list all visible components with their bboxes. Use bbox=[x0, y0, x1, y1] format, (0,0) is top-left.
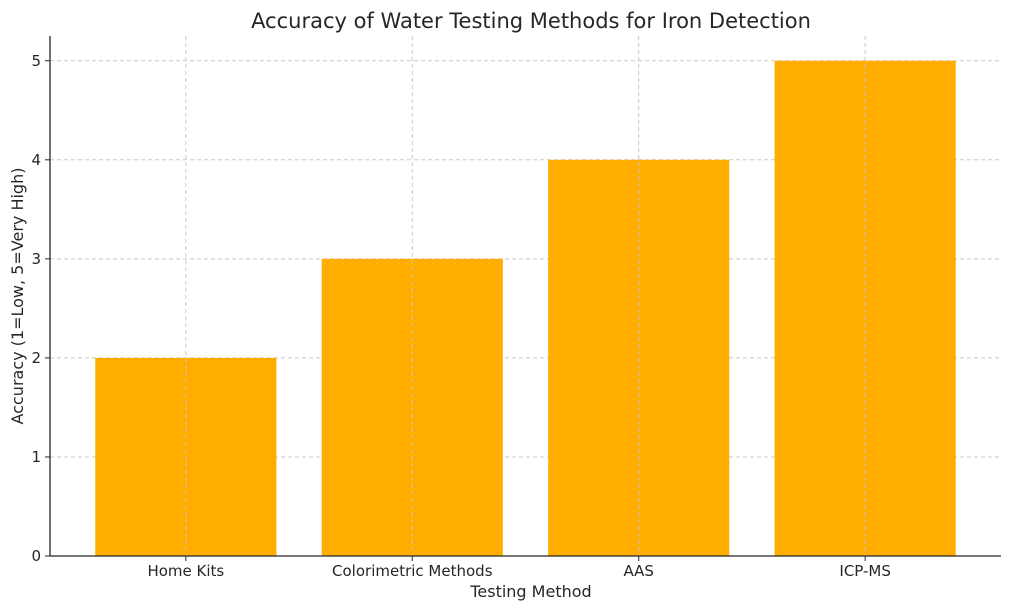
y-tick-label: 5 bbox=[31, 52, 41, 70]
x-tick-label: ICP-MS bbox=[839, 562, 891, 580]
y-tick-label: 1 bbox=[31, 448, 41, 466]
y-tick-label: 4 bbox=[31, 151, 41, 169]
axis-layer: 0 1 2 3 4 5 Home Kits Colorimetric Methods AAS IC… bbox=[31, 36, 1001, 580]
y-axis-label: Accuracy (1=Low, 5=Very High) bbox=[8, 168, 27, 425]
x-axis-label: Testing Method bbox=[469, 582, 591, 601]
x-tick-label: Home Kits bbox=[147, 562, 224, 580]
x-tick-label: Colorimetric Methods bbox=[332, 562, 493, 580]
y-tick-label: 3 bbox=[31, 250, 41, 268]
x-tick-label: AAS bbox=[623, 562, 653, 580]
y-tick-label: 2 bbox=[31, 349, 41, 367]
y-tick-label: 0 bbox=[31, 547, 41, 565]
chart-title: Accuracy of Water Testing Methods for Ir… bbox=[251, 9, 811, 33]
bar-layer bbox=[95, 36, 956, 557]
